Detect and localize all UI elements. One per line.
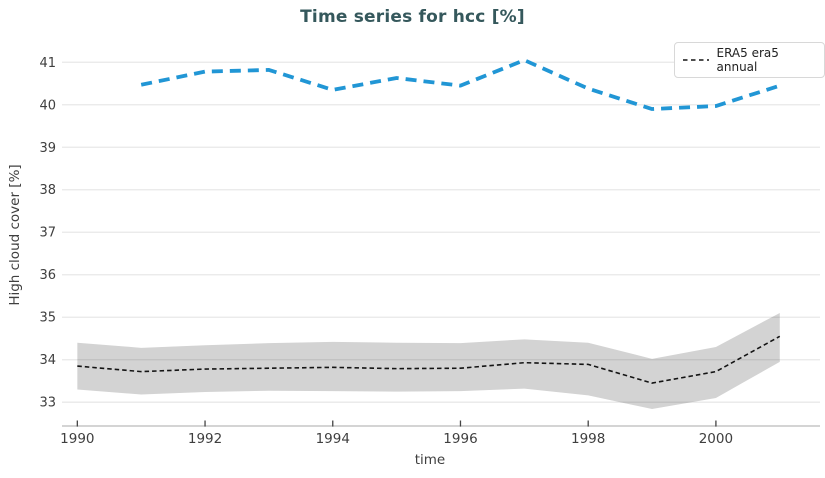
blue-dashed-line [140,58,781,111]
y-tick-label: 40 [39,98,56,113]
x-tick-label: 1994 [316,431,350,447]
y-tick-label: 35 [39,311,56,326]
x-tick-label: 1990 [60,431,94,447]
x-axis-title: time [414,452,446,468]
legend-item-label: ERA5 era5 annual [716,46,779,74]
legend-dash-icon [683,59,709,61]
legend[interactable]: ERA5 era5 annual [674,42,825,78]
x-tick-label: 2000 [699,431,733,447]
y-tick-label: 34 [39,353,56,368]
y-tick-label: 33 [39,396,56,411]
x-tick-label: 1992 [188,431,222,447]
y-tick-label: 39 [39,141,56,156]
era5-annual-line [77,335,781,384]
y-axis-title: High cloud cover [%] [7,164,23,306]
y-tick-label: 41 [39,56,56,71]
x-tick-label: 1998 [571,431,605,447]
chart-title: Time series for hcc [%] [300,7,525,27]
y-tick-label: 38 [39,183,56,198]
y-tick-label: 37 [39,226,56,241]
confidence-band [77,312,780,410]
x-tick-label: 1996 [443,431,477,447]
y-tick-label: 36 [39,268,56,283]
